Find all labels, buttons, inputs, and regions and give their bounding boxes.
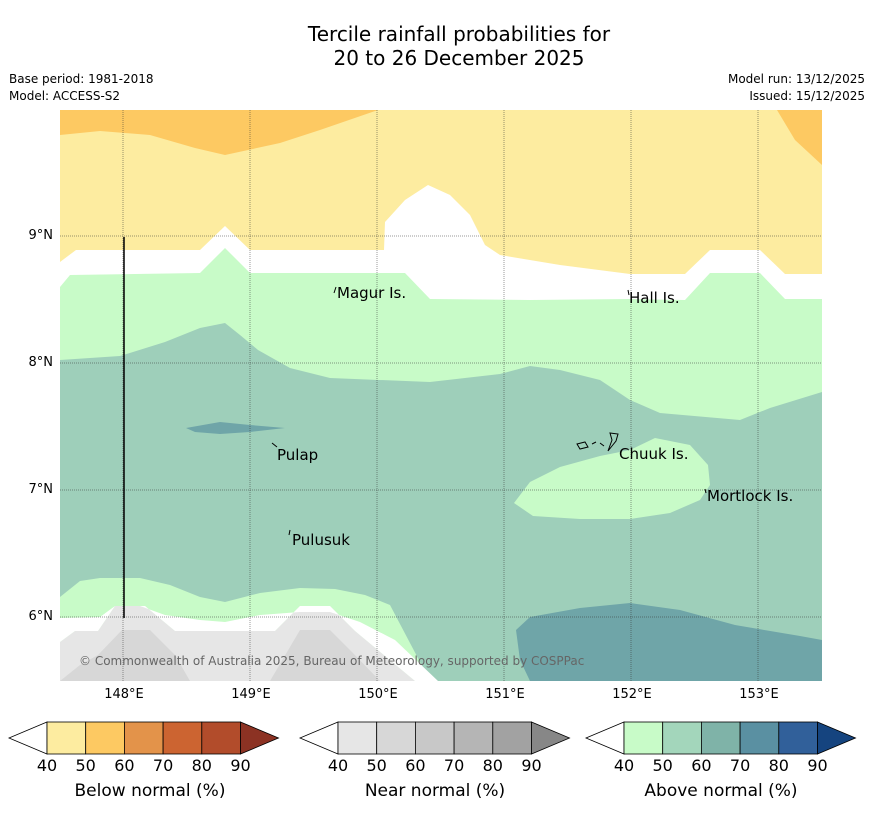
above-normal-60-70-patch-pulap xyxy=(186,422,285,434)
title-line-1: Tercile rainfall probabilities for xyxy=(307,22,611,46)
place-mortlock: Mortlock Is. xyxy=(707,487,794,505)
magur-island-shape xyxy=(333,286,337,294)
no-signal-region-south xyxy=(60,606,438,681)
colorbar-near-tick: 60 xyxy=(405,756,426,775)
colorbar-near-segment xyxy=(376,721,416,755)
label-near-normal: Near normal (%) xyxy=(364,781,506,801)
colorbar-above-tick: 90 xyxy=(807,756,828,775)
place-magur: Magur Is. xyxy=(337,284,407,302)
colorbar-above-tick: 60 xyxy=(691,756,712,775)
below-normal-50-60-region-east xyxy=(777,110,822,165)
chuuk-lagoon-shape xyxy=(576,432,619,452)
island-outlines xyxy=(271,286,707,536)
colorbar-above-normal xyxy=(584,721,857,755)
map-title: Tercile rainfall probabilities for 20 to… xyxy=(0,22,873,70)
label-above-normal: Above normal (%) xyxy=(644,781,798,801)
above-normal-40-50-patch-chuuk xyxy=(514,438,710,519)
model-run: Model run: 13/12/2025 xyxy=(727,72,865,86)
lat-label-6n: 6°N xyxy=(28,609,54,624)
place-pulusuk: Pulusuk xyxy=(292,531,350,549)
issued-date: Issued: 15/12/2025 xyxy=(749,89,865,103)
below-normal-50-60-region xyxy=(60,110,378,155)
colorbar-near-normal xyxy=(298,721,571,755)
colorbar-below-normal xyxy=(7,721,280,755)
near-normal-50-60-region xyxy=(60,630,190,681)
lon-label-153: 153°E xyxy=(739,687,779,702)
place-chuuk: Chuuk Is. xyxy=(619,445,689,463)
colorbar-near-tick: 50 xyxy=(366,756,387,775)
lon-label-148: 148°E xyxy=(104,687,144,702)
above-normal-50-60-region xyxy=(60,323,822,681)
mortlock-island-shape xyxy=(704,488,707,494)
colorbar-near-segment xyxy=(453,721,494,755)
model-name: Model: ACCESS-S2 xyxy=(9,89,121,103)
lon-label-152: 152°E xyxy=(612,687,652,702)
colorbar-below-under-triangle xyxy=(7,721,48,755)
colorbar-near-tick: 40 xyxy=(327,756,349,775)
colorbar-above-segment xyxy=(623,721,664,755)
hall-island-shape xyxy=(627,289,630,296)
colorbar-above-tick: 50 xyxy=(652,756,673,775)
lat-label-8n: 8°N xyxy=(28,355,54,370)
colorbar-near-under-triangle xyxy=(298,721,339,755)
base-period: Base period: 1981-2018 xyxy=(9,72,154,86)
lat-label-7n: 7°N xyxy=(28,482,54,497)
colorbar-below-segment xyxy=(85,721,125,755)
colorbar-below-tick: 80 xyxy=(191,756,212,775)
colorbar-near-tick: 80 xyxy=(482,756,503,775)
colorbar-above-segment xyxy=(662,721,702,755)
lat-label-9n: 9°N xyxy=(28,228,54,243)
meta-right: Model run: 13/12/2025 Issued: 15/12/2025 xyxy=(728,71,865,105)
colorbar-above-tick: 80 xyxy=(768,756,789,775)
colorbar-near-over-triangle xyxy=(531,721,571,755)
below-normal-40-50-region xyxy=(60,110,822,274)
colorbar-near-tick: 90 xyxy=(521,756,542,775)
colorbar-below-segment xyxy=(162,721,203,755)
colorbar-below-segment xyxy=(201,721,241,755)
colorbar-above-tick: 40 xyxy=(613,756,635,775)
pulusuk-island-shape xyxy=(288,529,291,536)
place-hall: Hall Is. xyxy=(629,289,680,307)
above-normal-60-70-region-southeast xyxy=(516,603,822,681)
colorbar-above-under-triangle xyxy=(584,721,625,755)
colorbar-near-segment xyxy=(492,721,532,755)
meta-left: Base period: 1981-2018 Model: ACCESS-S2 xyxy=(9,71,154,105)
colorbar-below-over-triangle xyxy=(240,721,280,755)
colorbar-below-tick: 60 xyxy=(114,756,135,775)
graticule xyxy=(60,110,822,681)
colorbar-near-segment xyxy=(337,721,378,755)
lon-label-149: 149°E xyxy=(231,687,271,702)
colorbar-below-tick: 70 xyxy=(152,756,174,775)
lon-label-150: 150°E xyxy=(358,687,398,702)
place-pulap: Pulap xyxy=(277,446,319,464)
colorbar-above-tick: 70 xyxy=(729,756,751,775)
colorbar-below-tick: 40 xyxy=(36,756,58,775)
colorbar-above-segment xyxy=(701,721,741,755)
colorbar-below-tick: 50 xyxy=(75,756,96,775)
lon-label-151: 151°E xyxy=(485,687,525,702)
colorbar-near-segment xyxy=(414,721,455,755)
near-normal-50-60-region-2 xyxy=(270,630,380,681)
colorbar-above-segment xyxy=(778,721,818,755)
copyright-notice: © Commonwealth of Australia 2025, Bureau… xyxy=(79,654,585,668)
colorbar-near-tick: 70 xyxy=(443,756,465,775)
colorbar-above-segment xyxy=(739,721,780,755)
colorbar-above-over-triangle xyxy=(817,721,857,755)
pulap-island-shape xyxy=(271,442,278,448)
colorbar-below-tick: 90 xyxy=(230,756,251,775)
colorbar-below-segment xyxy=(124,721,164,755)
colorbar-below-segment xyxy=(46,721,87,755)
label-below-normal: Below normal (%) xyxy=(74,781,226,801)
title-line-2: 20 to 26 December 2025 xyxy=(333,46,585,70)
